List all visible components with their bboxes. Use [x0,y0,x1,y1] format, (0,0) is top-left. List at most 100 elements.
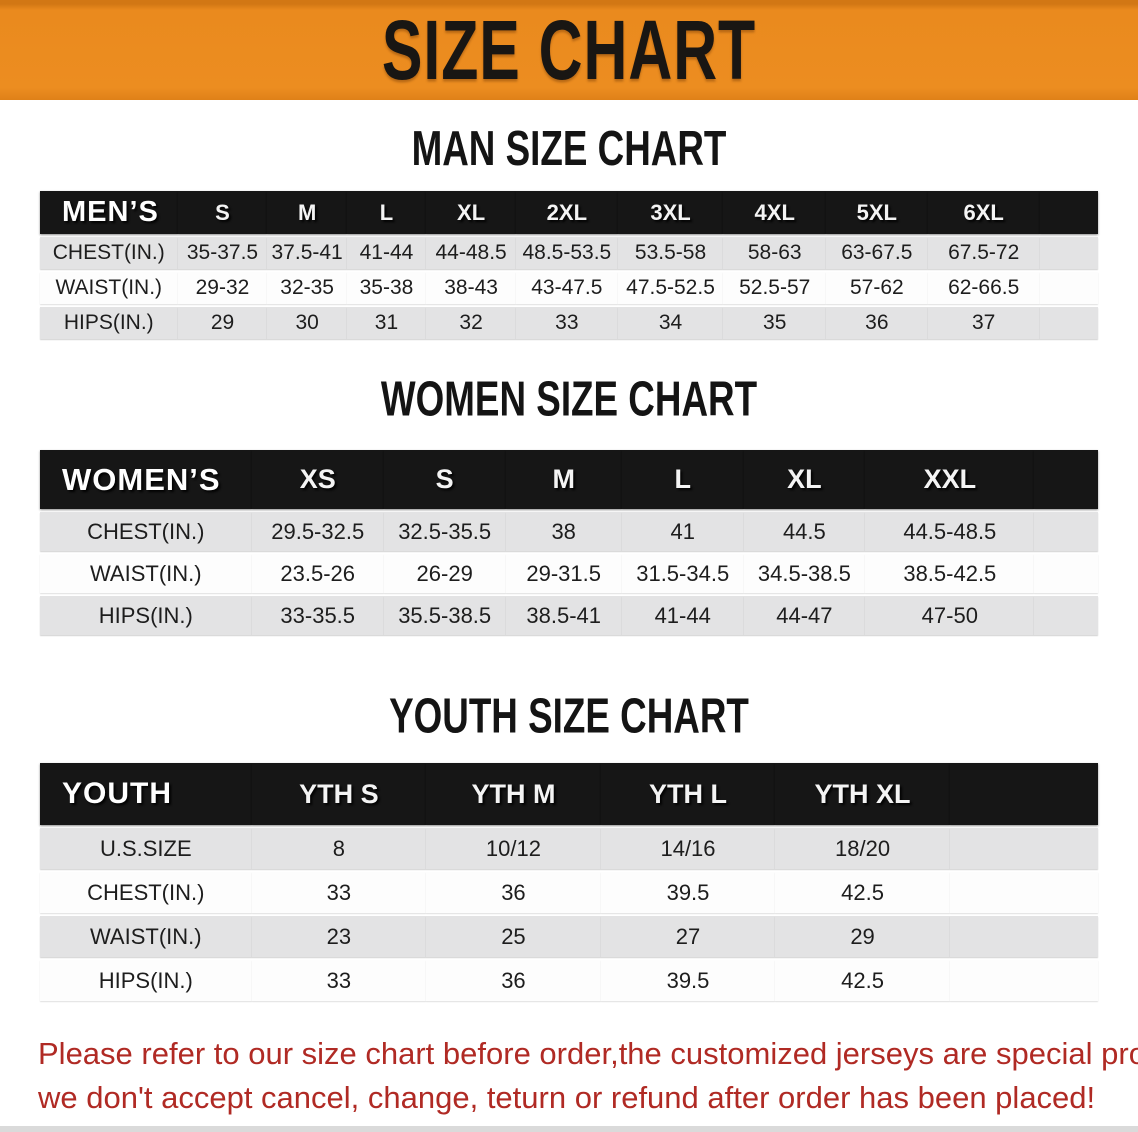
size-column-header: YTH L [600,763,776,825]
measurement-value: 8 [251,828,427,869]
measurement-value: 33-35.5 [251,596,384,635]
measurement-value: 32 [426,307,517,339]
measurement-label: HIPS(IN.) [40,596,252,635]
measurement-label: CHEST(IN.) [40,512,252,551]
measurement-label: WAIST(IN.) [40,272,178,304]
spacer-cell [949,960,1098,1001]
measurement-row: HIPS(IN.) 33 36 39.5 42.5 [40,960,1098,1001]
spacer-cell [949,828,1098,869]
measurement-value: 38.5-42.5 [865,554,1035,593]
spacer-cell [1039,307,1098,339]
spacer-cell [1034,554,1098,593]
size-column-header: S [383,450,506,509]
measurement-label: WAIST(IN.) [40,916,252,957]
measurement-row: WAIST(IN.) 23.5-26 26-29 29-31.5 31.5-34.5 34… [40,554,1098,593]
size-column-header: XXL [865,450,1035,509]
measurement-value: 44-48.5 [426,237,517,269]
section-heading-women: WOMEN SIZE CHART [380,373,758,427]
measurement-label: HIPS(IN.) [40,960,252,1001]
measurement-row: CHEST(IN.) 29.5-32.5 32.5-35.5 38 41 44.5 44.5… [40,512,1098,551]
measurement-value: 29-32 [177,272,268,304]
measurement-label: WAIST(IN.) [40,554,252,593]
measurement-value: 31.5-34.5 [621,554,744,593]
measurement-value: 30 [267,307,347,339]
measurement-value: 37 [927,307,1040,339]
section-heading-men: MAN SIZE CHART [411,122,727,176]
size-header-row: YOUTH YTH S YTH M YTH L YTH XL [40,763,1098,825]
banner: SIZE CHART [0,0,1138,100]
spacer-cell [1034,450,1098,509]
size-column-header: XL [743,450,866,509]
measurement-value: 33 [251,960,427,1001]
size-column-header: 3XL [617,191,724,234]
measurement-value: 35-37.5 [177,237,268,269]
measurement-value: 27 [600,916,776,957]
measurement-value: 42.5 [775,960,950,1001]
bottom-edge-divider [0,1126,1138,1132]
measurement-row: WAIST(IN.) 23 25 27 29 [40,916,1098,957]
measurement-value: 26-29 [383,554,506,593]
spacer-cell [949,872,1098,913]
measurement-value: 36 [426,872,601,913]
table-title-cell: WOMEN’S [40,450,252,509]
table-title-cell: YOUTH [40,763,252,825]
measurement-value: 31 [346,307,427,339]
size-column-header: 2XL [516,191,618,234]
measurement-value: 38.5-41 [505,596,622,635]
measurement-value: 32.5-35.5 [383,512,506,551]
measurement-row: WAIST(IN.) 29-32 32-35 35-38 38-43 43-47.5 47.… [40,272,1098,304]
measurement-value: 39.5 [600,960,776,1001]
measurement-value: 43-47.5 [516,272,618,304]
measurement-value: 62-66.5 [927,272,1040,304]
table-title-cell: MEN’S [40,191,178,234]
measurement-value: 29 [177,307,268,339]
size-column-header: YTH XL [775,763,950,825]
measurement-value: 38-43 [426,272,517,304]
measurement-value: 35 [723,307,827,339]
measurement-value: 34 [617,307,724,339]
spacer-cell [1034,512,1098,551]
measurement-value: 39.5 [600,872,776,913]
measurement-row: HIPS(IN.) 33-35.5 35.5-38.5 38.5-41 41-44 44-… [40,596,1098,635]
measurement-value: 18/20 [775,828,950,869]
measurement-label: U.S.SIZE [40,828,252,869]
size-column-header: YTH S [251,763,427,825]
size-column-header: XS [251,450,384,509]
measurement-value: 33 [516,307,618,339]
measurement-value: 44.5 [743,512,866,551]
size-column-header: L [346,191,427,234]
measurement-value: 58-63 [723,237,827,269]
measurement-value: 34.5-38.5 [743,554,866,593]
spacer-cell [1034,596,1098,635]
size-column-header: 5XL [826,191,928,234]
measurement-value: 29-31.5 [505,554,622,593]
size-table: YOUTH YTH S YTH M YTH L YTH XL U.S.SIZE 8 10/12… [40,760,1098,1004]
youth-size-table: YOUTH YTH S YTH M YTH L YTH XL U.S.SIZE 8 10/12… [40,760,1098,1004]
women-size-table: WOMEN’S XS S M L XL XXL CHEST(IN.) 29.5-32.5 32.5… [40,447,1098,638]
measurement-row: HIPS(IN.) 29 30 31 32 33 34 35 36 37 [40,307,1098,339]
measurement-row: U.S.SIZE 8 10/12 14/16 18/20 [40,828,1098,869]
size-table: MEN’S S M L XL 2XL 3XL 4XL 5XL 6XL CHEST(IN.) 35-37… [40,188,1098,342]
measurement-value: 47.5-52.5 [617,272,724,304]
size-header-row: WOMEN’S XS S M L XL XXL [40,450,1098,509]
measurement-value: 42.5 [775,872,950,913]
measurement-value: 44.5-48.5 [865,512,1035,551]
measurement-value: 35.5-38.5 [383,596,506,635]
spacer-cell [949,916,1098,957]
measurement-value: 37.5-41 [267,237,347,269]
measurement-value: 29 [775,916,950,957]
spacer-cell [1039,272,1098,304]
measurement-value: 47-50 [865,596,1035,635]
measurement-value: 41 [621,512,744,551]
size-column-header: YTH M [426,763,601,825]
measurement-value: 29.5-32.5 [251,512,384,551]
measurement-value: 32-35 [267,272,347,304]
size-table: WOMEN’S XS S M L XL XXL CHEST(IN.) 29.5-32.5 32.5… [40,447,1098,638]
section-men: MAN SIZE CHART MEN’S S M L XL 2XL 3XL 4XL 5XL 6XL… [0,122,1138,342]
spacer-cell [1039,237,1098,269]
page-title: SIZE CHART [381,2,757,98]
measurement-value: 23 [251,916,427,957]
size-column-header: XL [426,191,517,234]
measurement-label: CHEST(IN.) [40,237,178,269]
